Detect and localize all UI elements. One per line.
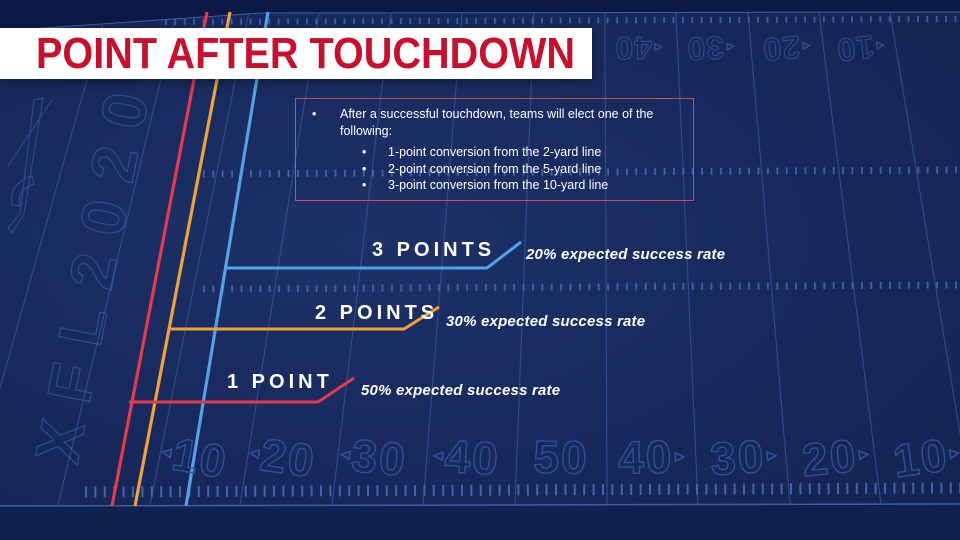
- rules-option-text: 2-point conversion from the 5-yard line: [388, 161, 602, 176]
- yard-number-label: 40: [443, 429, 502, 485]
- three-points-rate: 20% expected success rate: [526, 246, 726, 263]
- bullet-icon: •: [362, 178, 367, 192]
- yard-arrow-left-icon: ◂: [340, 443, 351, 464]
- yard-number-50: 50: [516, 429, 607, 485]
- two-yard-line: [110, 11, 209, 507]
- yard-arrow-right-icon: ▸: [948, 442, 960, 463]
- yard-arrow-left-icon: ◂: [875, 38, 885, 55]
- bullet-icon: •: [362, 161, 367, 176]
- yard-number-top-40: ◂ 40: [600, 29, 677, 68]
- yard-arrow-left-icon: ◂: [433, 445, 444, 465]
- bottom-sideline: [0, 503, 960, 507]
- rules-option-3: • 3-point conversion from the 10-yard li…: [296, 177, 693, 194]
- page-title: POINT AFTER TOUCHDOWN: [36, 29, 575, 78]
- three-points-label: 3 POINTS: [372, 239, 496, 261]
- yard-number-40-right: 40 ▸: [605, 429, 696, 485]
- yard-arrow-right-icon: ▸: [858, 443, 869, 464]
- yard-number-30-right: 30 ▸: [696, 427, 789, 486]
- yard-number-40-left: ◂ 40: [421, 427, 514, 486]
- yard-number-label: 30: [708, 429, 768, 486]
- yard-number-label: 50: [532, 430, 590, 484]
- yard-number-label: 40: [614, 30, 653, 68]
- yard-number-label: 10: [168, 427, 233, 489]
- yard-arrow-left-icon: ◂: [249, 442, 261, 463]
- five-yard-line: [133, 11, 232, 507]
- yard-number-10-right: 10 ▸: [878, 424, 960, 490]
- yard-number-label: 20: [799, 428, 861, 487]
- yard-arrow-left-icon: ◂: [725, 39, 734, 56]
- yard-arrow-left-icon: ◂: [653, 40, 662, 56]
- rules-option-text: 3-point conversion from the 10-yard line: [388, 178, 609, 192]
- yard-number-label: 10: [889, 427, 952, 488]
- yard-arrow-right-icon: ▸: [766, 445, 777, 465]
- yard-number-label: 10: [834, 28, 877, 70]
- two-points-callout-line: [169, 305, 440, 331]
- one-point-rate: 50% expected success rate: [361, 382, 561, 399]
- yard-number-label: 40: [617, 430, 675, 485]
- two-points-rate: 30% expected success rate: [446, 313, 646, 330]
- yard-number-label: 20: [761, 29, 802, 69]
- rules-box: • After a successful touchdown, teams wi…: [295, 98, 694, 201]
- one-point-label: 1 POINT: [227, 371, 333, 393]
- bullet-icon: •: [312, 107, 317, 121]
- rules-option-1: • 1-point conversion from the 2-yard lin…: [296, 144, 693, 161]
- yard-number-label: 30: [685, 29, 725, 68]
- ten-yard-line: [184, 11, 270, 507]
- bullet-icon: •: [362, 145, 367, 159]
- hash-marks: [84, 16, 960, 498]
- yard-number-top-30: ◂ 30: [671, 28, 749, 68]
- rules-intro-item: • After a successful touchdown, teams wi…: [296, 99, 693, 139]
- yard-lines: [0, 11, 960, 506]
- one-point-callout-line: [129, 376, 355, 404]
- yard-number-label: 20: [257, 427, 320, 488]
- yard-number-30-left: ◂ 30: [327, 426, 422, 488]
- two-points-label: 2 POINTS: [315, 302, 439, 324]
- rules-option-2: • 2-point conversion from the 5-yard lin…: [296, 161, 693, 178]
- title-banner: POINT AFTER TOUCHDOWN: [0, 28, 592, 79]
- top-sideline: [0, 11, 960, 32]
- rules-option-text: 1-point conversion from the 2-yard line: [388, 145, 602, 159]
- rules-intro-text: After a successful touchdown, teams will…: [340, 107, 654, 138]
- yard-arrow-right-icon: ▸: [675, 446, 685, 466]
- three-points-callout-line: [226, 240, 522, 270]
- yard-number-top-20: ◂ 20: [747, 27, 826, 69]
- top-sideline-strip: [0, 0, 960, 31]
- yard-number-label: 30: [349, 428, 410, 487]
- yard-number-20-right: 20 ▸: [788, 426, 883, 489]
- xfl-logo-outline: [7, 97, 53, 235]
- bottom-sideline-strip: [0, 504, 960, 540]
- yard-arrow-left-icon: ◂: [801, 39, 811, 56]
